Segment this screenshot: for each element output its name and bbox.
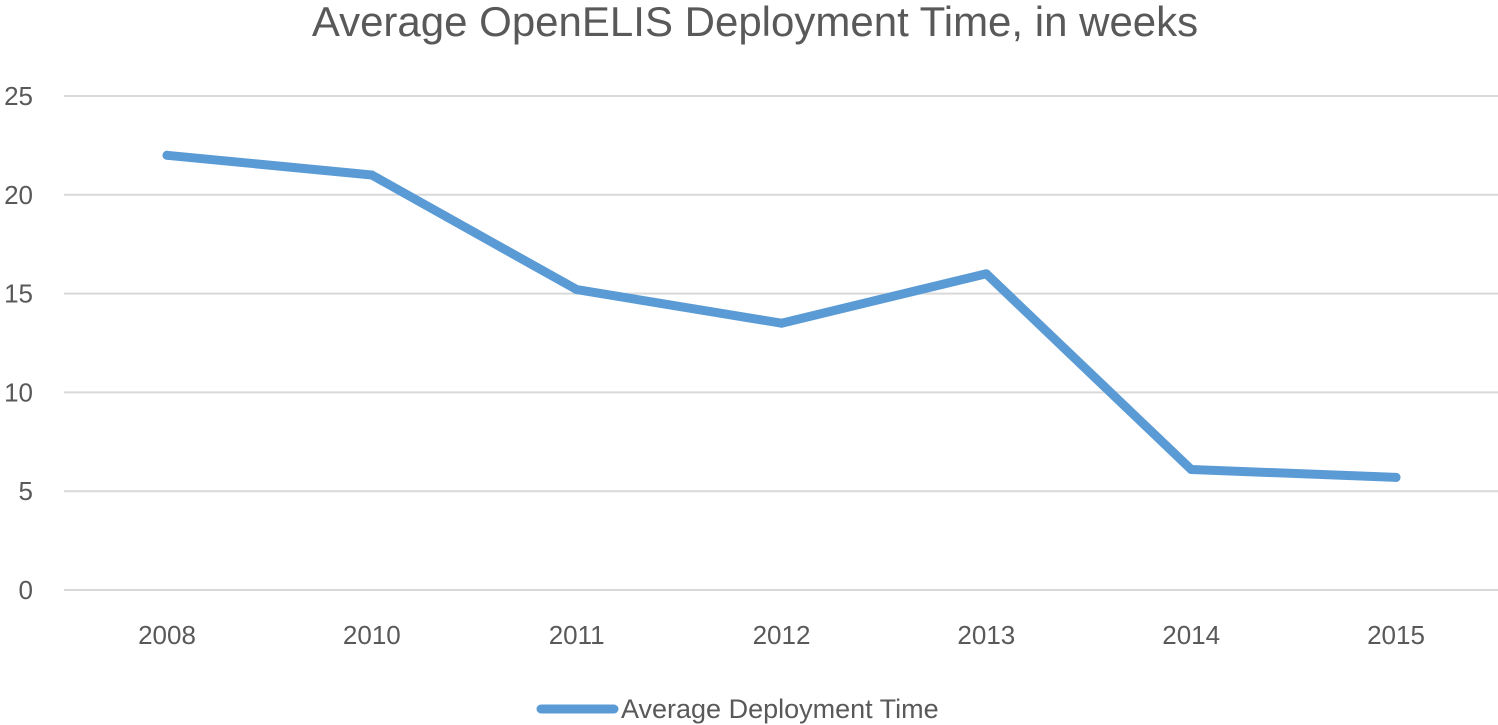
- x-tick-label-2014: 2014: [1162, 620, 1220, 650]
- x-tick-label-2015: 2015: [1367, 620, 1425, 650]
- data-point-2008: [162, 150, 172, 160]
- data-point-2014: [1186, 464, 1196, 474]
- data-point-2010: [367, 170, 377, 180]
- series-layer: [162, 150, 1401, 482]
- y-tick-label-20: 20: [4, 180, 33, 210]
- y-tick-label-10: 10: [4, 377, 33, 407]
- x-tick-label-2012: 2012: [753, 620, 811, 650]
- data-point-2013: [981, 269, 991, 279]
- y-tick-label-0: 0: [19, 575, 33, 605]
- data-point-2012: [777, 318, 786, 328]
- x-tick-label-2008: 2008: [138, 620, 196, 650]
- x-tick-label-2013: 2013: [957, 620, 1015, 650]
- chart-title: Average OpenELIS Deployment Time, in wee…: [312, 0, 1198, 45]
- data-point-2011: [572, 285, 582, 295]
- x-tick-label-2011: 2011: [549, 620, 605, 650]
- y-axis-tick-labels: 0 5 10 15 20 25: [4, 81, 33, 605]
- series-line-average-deployment-time: [162, 150, 1401, 482]
- legend-label-average-deployment-time: Average Deployment Time: [621, 694, 939, 724]
- y-tick-label-5: 5: [19, 476, 33, 506]
- y-tick-label-25: 25: [4, 81, 33, 111]
- x-tick-label-2010: 2010: [343, 620, 401, 650]
- y-tick-label-15: 15: [4, 279, 33, 309]
- x-axis-tick-labels: 2008 2010 2011 2012 2013 2014 2015: [138, 620, 1425, 650]
- legend[interactable]: Average Deployment Time: [536, 694, 939, 724]
- data-point-2015: [1391, 472, 1401, 482]
- gridlines: [64, 95, 1498, 591]
